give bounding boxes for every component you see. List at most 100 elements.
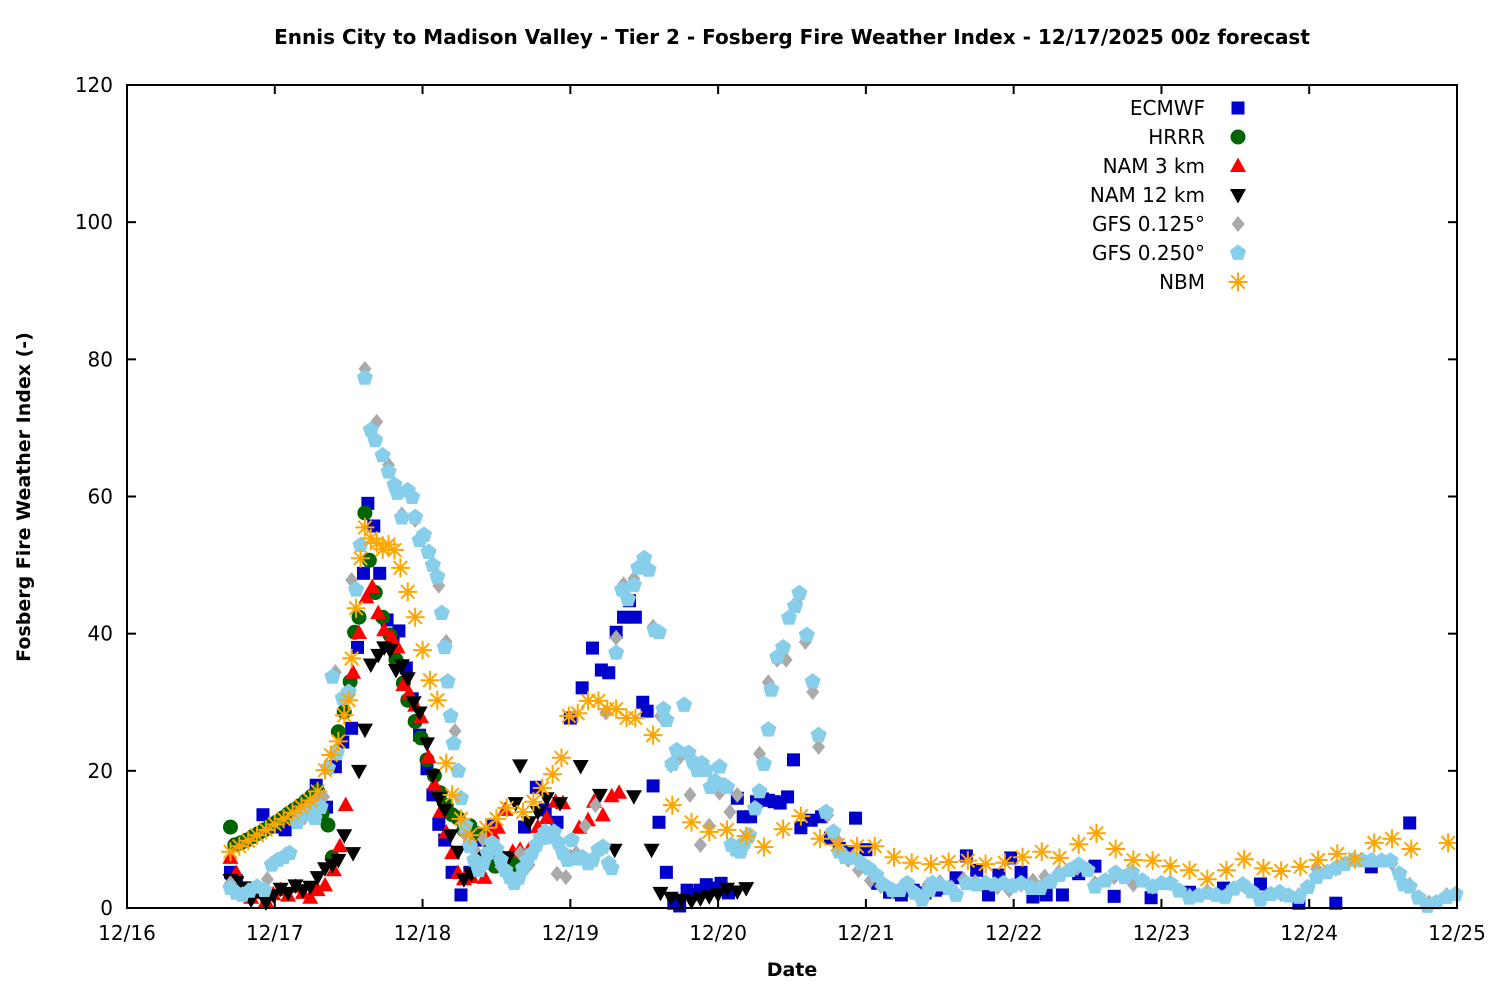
data-point <box>420 748 437 764</box>
data-point <box>370 648 387 664</box>
data-point <box>532 778 552 798</box>
legend-item-ecmwf: ECMWF <box>1130 96 1245 120</box>
data-point <box>692 892 709 907</box>
data-point <box>454 888 468 902</box>
x-tick-label: 12/21 <box>837 921 895 945</box>
data-point <box>1234 849 1254 869</box>
data-point <box>476 869 493 884</box>
data-point <box>1123 863 1140 880</box>
data-point <box>405 607 425 627</box>
data-point <box>625 576 642 592</box>
data-point <box>760 721 777 737</box>
data-point <box>810 726 827 743</box>
data-point <box>411 706 428 722</box>
data-point <box>399 672 416 687</box>
data-point <box>345 847 362 862</box>
data-point <box>420 543 437 559</box>
data-point <box>390 558 410 578</box>
data-point <box>382 644 399 659</box>
data-point <box>358 588 375 604</box>
data-point <box>513 802 533 822</box>
data-point <box>711 758 728 774</box>
data-point <box>755 755 773 771</box>
data-point <box>315 760 335 780</box>
data-point <box>430 792 447 807</box>
data-point <box>710 888 727 903</box>
data-point <box>439 673 456 689</box>
data-point <box>899 874 916 891</box>
data-point <box>825 823 842 839</box>
data-point <box>1049 848 1069 868</box>
data-point <box>324 668 341 684</box>
data-point <box>415 526 433 542</box>
x-tick-label: 12/16 <box>98 921 156 945</box>
data-point <box>884 847 904 867</box>
data-point <box>445 734 462 751</box>
data-point <box>921 854 941 874</box>
x-tick-label: 12/17 <box>246 921 304 945</box>
data-point <box>1106 839 1126 859</box>
data-point <box>646 779 660 793</box>
x-tick-label: 12/22 <box>985 921 1043 945</box>
x-tick-label: 12/25 <box>1428 921 1486 945</box>
data-point <box>780 609 798 625</box>
data-point <box>442 707 459 723</box>
data-point <box>609 629 623 646</box>
data-point <box>775 638 792 655</box>
data-point <box>1013 847 1033 867</box>
data-point <box>309 881 326 897</box>
data-point <box>947 886 965 902</box>
y-axis-title: Fosberg Fire Weather Index (-) <box>13 332 35 662</box>
data-point <box>420 670 440 690</box>
data-point <box>791 806 811 826</box>
data-point <box>330 853 347 869</box>
legend-label: NBM <box>1159 270 1205 294</box>
data-point <box>308 781 328 801</box>
data-point <box>1144 891 1158 905</box>
data-point <box>650 623 668 640</box>
data-point <box>452 789 470 806</box>
data-point <box>636 549 653 566</box>
data-point <box>664 755 681 771</box>
data-point <box>1107 889 1121 903</box>
data-point <box>847 836 867 856</box>
data-point <box>676 696 693 712</box>
data-point <box>804 673 821 689</box>
y-tick-label: 0 <box>100 896 113 920</box>
x-tick-label: 12/20 <box>689 921 747 945</box>
data-point <box>331 837 348 853</box>
data-point <box>640 561 657 577</box>
data-point <box>384 540 404 560</box>
data-point <box>538 809 555 825</box>
data-point <box>330 724 346 740</box>
data-point <box>559 869 573 886</box>
data-point <box>976 854 996 874</box>
data-point <box>625 790 642 805</box>
data-point <box>356 566 370 580</box>
data-point <box>351 764 368 780</box>
data-point <box>1197 869 1217 889</box>
data-point <box>424 768 441 784</box>
axis-ticks <box>126 84 1458 909</box>
data-point <box>312 798 329 815</box>
data-point <box>383 628 400 644</box>
data-point <box>652 886 669 902</box>
data-point <box>1143 851 1163 871</box>
legend-label: ECMWF <box>1130 96 1205 120</box>
data-point <box>317 876 334 892</box>
data-point <box>588 797 602 814</box>
data-point <box>1329 896 1343 910</box>
data-point <box>812 738 826 755</box>
data-point <box>982 888 996 902</box>
data-point <box>729 885 746 901</box>
data-point <box>658 711 675 727</box>
data-point <box>939 852 959 872</box>
data-point <box>701 890 718 905</box>
data-point <box>367 431 384 448</box>
data-point <box>309 871 326 886</box>
data-point <box>1160 856 1180 876</box>
plot-frame <box>126 84 1458 909</box>
data-point <box>738 882 755 897</box>
data-point <box>398 582 418 602</box>
